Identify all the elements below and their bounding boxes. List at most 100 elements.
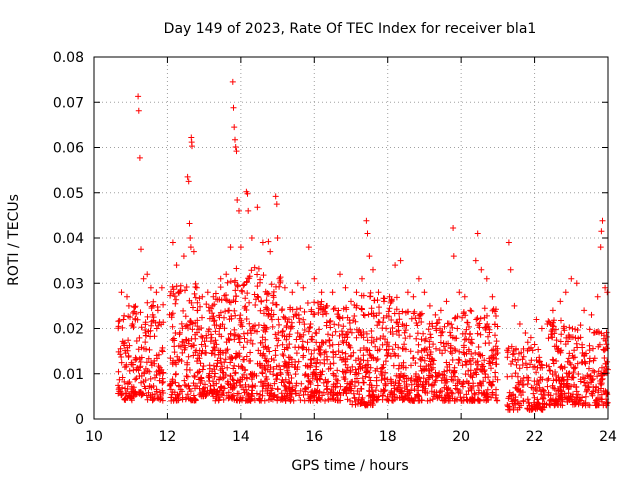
data-point — [438, 329, 445, 336]
data-point — [339, 349, 346, 356]
data-point — [115, 386, 122, 393]
data-point — [269, 316, 275, 323]
data-point — [284, 345, 291, 352]
data-point — [309, 375, 316, 382]
data-point — [159, 370, 166, 377]
data-point — [413, 335, 420, 342]
data-point — [598, 330, 605, 337]
data-point — [426, 302, 433, 309]
data-point — [197, 303, 203, 310]
data-point — [402, 364, 409, 371]
data-point — [185, 178, 192, 185]
data-point — [305, 244, 312, 251]
data-point — [558, 363, 565, 370]
y-tick-label: 0.05 — [53, 186, 84, 202]
data-point — [353, 289, 360, 296]
data-point — [361, 312, 368, 319]
x-tick-label: 10 — [85, 429, 103, 445]
data-point — [145, 328, 152, 335]
data-point — [183, 322, 190, 329]
data-point — [515, 357, 521, 363]
data-point — [159, 379, 166, 386]
y-tick-label: 0.08 — [53, 50, 84, 66]
data-point — [588, 311, 595, 318]
data-point — [540, 387, 547, 394]
data-point — [218, 297, 225, 304]
data-point — [530, 390, 537, 397]
data-point — [524, 339, 531, 346]
data-point — [265, 238, 272, 245]
data-point — [216, 331, 223, 338]
data-point — [279, 332, 286, 339]
data-point — [365, 311, 372, 318]
data-point — [353, 334, 360, 341]
data-point — [133, 375, 140, 382]
data-point — [313, 360, 319, 367]
data-point — [354, 375, 360, 382]
data-point — [268, 393, 274, 399]
data-point — [349, 363, 356, 370]
data-point — [375, 396, 381, 403]
data-point — [130, 384, 137, 391]
data-point — [283, 344, 290, 351]
data-point — [146, 346, 153, 353]
data-point — [259, 352, 266, 359]
data-point — [138, 324, 145, 331]
data-point — [487, 360, 494, 367]
data-point — [463, 361, 470, 368]
data-point — [352, 378, 358, 385]
data-point — [242, 381, 249, 388]
data-point — [270, 366, 277, 372]
data-point — [573, 388, 580, 395]
data-point — [199, 366, 206, 373]
data-point — [415, 387, 422, 394]
data-point — [432, 369, 439, 376]
data-point — [229, 355, 236, 362]
data-point — [118, 289, 125, 296]
data-point — [185, 340, 192, 347]
data-point — [426, 367, 433, 374]
data-point — [234, 283, 241, 290]
data-point — [513, 361, 520, 368]
data-point — [202, 381, 208, 388]
data-point — [595, 368, 602, 375]
data-point — [186, 367, 193, 373]
data-point — [390, 362, 397, 369]
data-point — [448, 321, 455, 328]
data-point — [288, 356, 295, 363]
data-point — [489, 389, 496, 396]
data-point — [205, 328, 212, 335]
data-point — [489, 307, 496, 314]
data-point — [417, 363, 424, 370]
data-point — [262, 385, 269, 392]
data-point — [448, 389, 455, 396]
data-point — [199, 293, 206, 300]
data-point — [392, 341, 399, 348]
data-point — [493, 306, 499, 313]
data-point — [597, 244, 604, 251]
data-point — [376, 346, 383, 353]
data-point — [142, 332, 149, 339]
data-point — [509, 400, 516, 407]
data-point — [175, 289, 182, 296]
data-point — [301, 327, 308, 333]
data-point — [519, 356, 526, 363]
data-point — [465, 380, 472, 387]
data-point — [212, 290, 219, 297]
data-point — [383, 312, 390, 319]
data-point — [267, 248, 274, 255]
data-point — [194, 352, 201, 359]
data-point — [217, 284, 224, 291]
data-point — [532, 386, 539, 393]
data-point — [274, 397, 281, 404]
data-point — [136, 355, 143, 362]
data-point — [201, 338, 208, 345]
data-point — [300, 352, 307, 359]
data-point — [144, 271, 151, 278]
data-point — [223, 347, 230, 354]
data-point — [396, 332, 403, 339]
data-point — [459, 397, 465, 404]
data-point — [245, 207, 252, 214]
data-point — [147, 375, 154, 382]
data-point — [516, 350, 522, 357]
